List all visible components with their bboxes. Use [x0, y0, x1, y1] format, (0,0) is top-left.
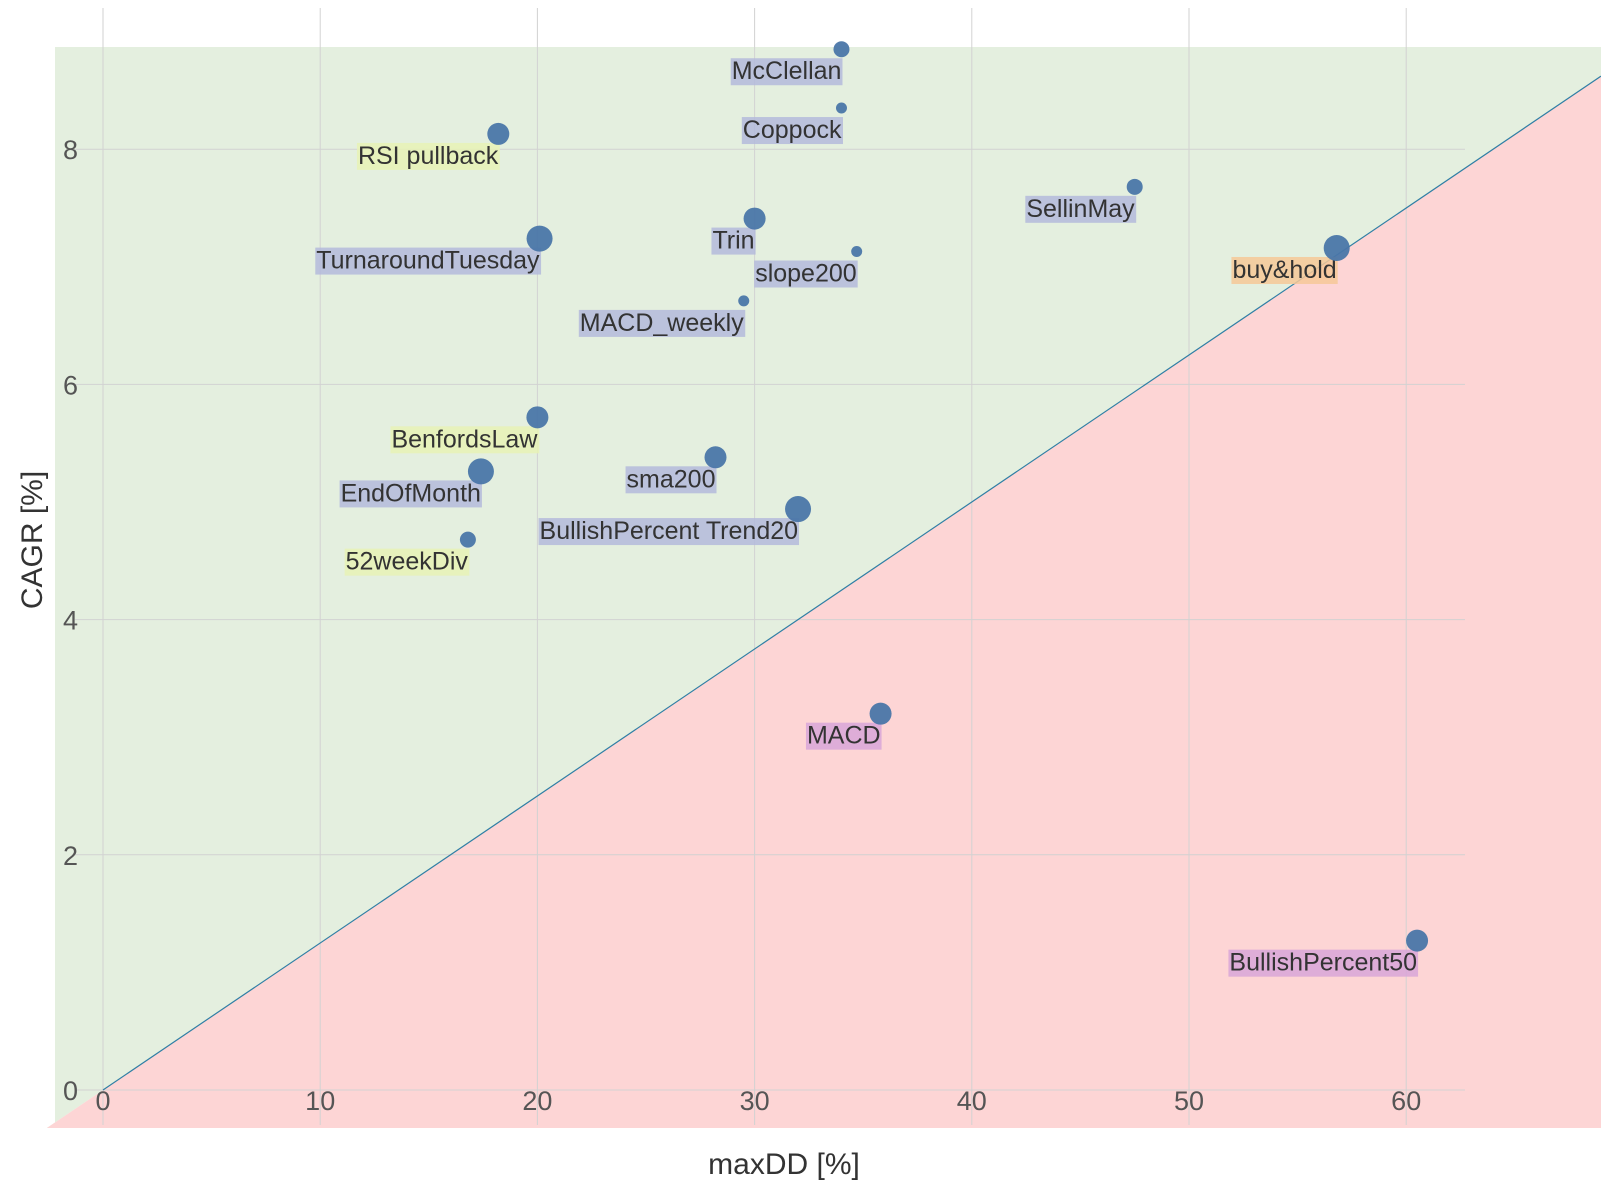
point-label: BullishPercent50: [1229, 949, 1417, 977]
grid-lines: [75, 8, 1465, 1125]
data-point: [1323, 234, 1350, 261]
data-points: [459, 41, 1429, 952]
data-point: [459, 531, 476, 548]
y-tick-label: 0: [63, 1076, 78, 1106]
point-label: MACD_weekly: [580, 309, 744, 337]
y-axis-label: CAGR [%]: [16, 471, 49, 609]
data-point: [1126, 178, 1143, 195]
point-label-highlight: [315, 247, 542, 275]
point-label: TurnaroundTuesday: [316, 247, 540, 275]
point-label: RSI pullback: [358, 142, 499, 170]
point-label: slope200: [755, 260, 856, 288]
point-label-highlight: [625, 466, 717, 494]
point-label: BullishPercent Trend20: [540, 517, 798, 545]
x-tick-label: 10: [305, 1086, 335, 1116]
point-label: SellinMay: [1026, 195, 1135, 223]
data-point: [1406, 929, 1429, 952]
data-point: [869, 702, 892, 725]
point-label-highlight: [538, 518, 800, 546]
data-point: [835, 102, 847, 114]
point-label-highlight: [741, 117, 843, 145]
point-label: buy&hold: [1232, 256, 1336, 284]
y-tick-label: 4: [63, 606, 78, 636]
point-label-highlight: [1231, 256, 1338, 284]
y-tick-label: 2: [63, 841, 78, 871]
point-label: sma200: [627, 465, 716, 493]
point-label: MACD: [807, 722, 881, 750]
point-label-highlight: [711, 227, 756, 255]
data-point: [487, 122, 510, 145]
point-label: McClellan: [732, 57, 842, 85]
point-label: BenfordsLaw: [391, 425, 538, 453]
x-tick-label: 60: [1391, 1086, 1421, 1116]
y-tick-label: 6: [63, 370, 78, 400]
data-point: [704, 446, 727, 469]
region-above-line: [46, 47, 1601, 1128]
point-label-highlight: [730, 58, 843, 86]
data-point: [526, 225, 553, 252]
data-point: [467, 458, 494, 485]
data-point: [738, 295, 750, 307]
y-tick-label: 8: [63, 135, 78, 165]
x-tick-label: 0: [95, 1086, 110, 1116]
point-labels: McClellan Coppock RSI pullback SellinMay Tri…: [315, 57, 1419, 977]
point-label-highlight: [1025, 195, 1137, 223]
x-tick-label: 50: [1174, 1086, 1204, 1116]
reference-line: [102, 75, 1601, 1091]
point-label-highlight: [578, 309, 746, 337]
x-tick-label: 20: [522, 1086, 552, 1116]
y-axis-ticks: 0 2 4 6 8: [63, 135, 78, 1106]
data-point: [743, 207, 766, 230]
data-point: [851, 246, 863, 258]
x-axis-ticks: 0 10 20 30 40 50 60: [95, 1086, 1421, 1116]
x-axis-label: maxDD [%]: [708, 1148, 860, 1181]
x-tick-label: 30: [740, 1086, 770, 1116]
reference-line-group: [102, 75, 1601, 1091]
point-label-highlight: [390, 426, 540, 454]
point-label-highlight: [1228, 949, 1419, 977]
point-label: EndOfMonth: [341, 479, 481, 507]
point-label: 52weekDiv: [346, 548, 469, 576]
point-label-highlight: [344, 548, 470, 576]
point-label-highlight: [805, 722, 882, 750]
point-label-highlight: [339, 480, 482, 508]
data-point: [833, 41, 850, 58]
data-point: [785, 496, 812, 523]
point-label-highlight: [754, 260, 858, 288]
point-label: Trin: [712, 227, 754, 255]
point-label-highlight: [356, 142, 500, 170]
point-label: Coppock: [743, 116, 842, 144]
x-tick-label: 40: [957, 1086, 987, 1116]
data-point: [526, 406, 549, 429]
